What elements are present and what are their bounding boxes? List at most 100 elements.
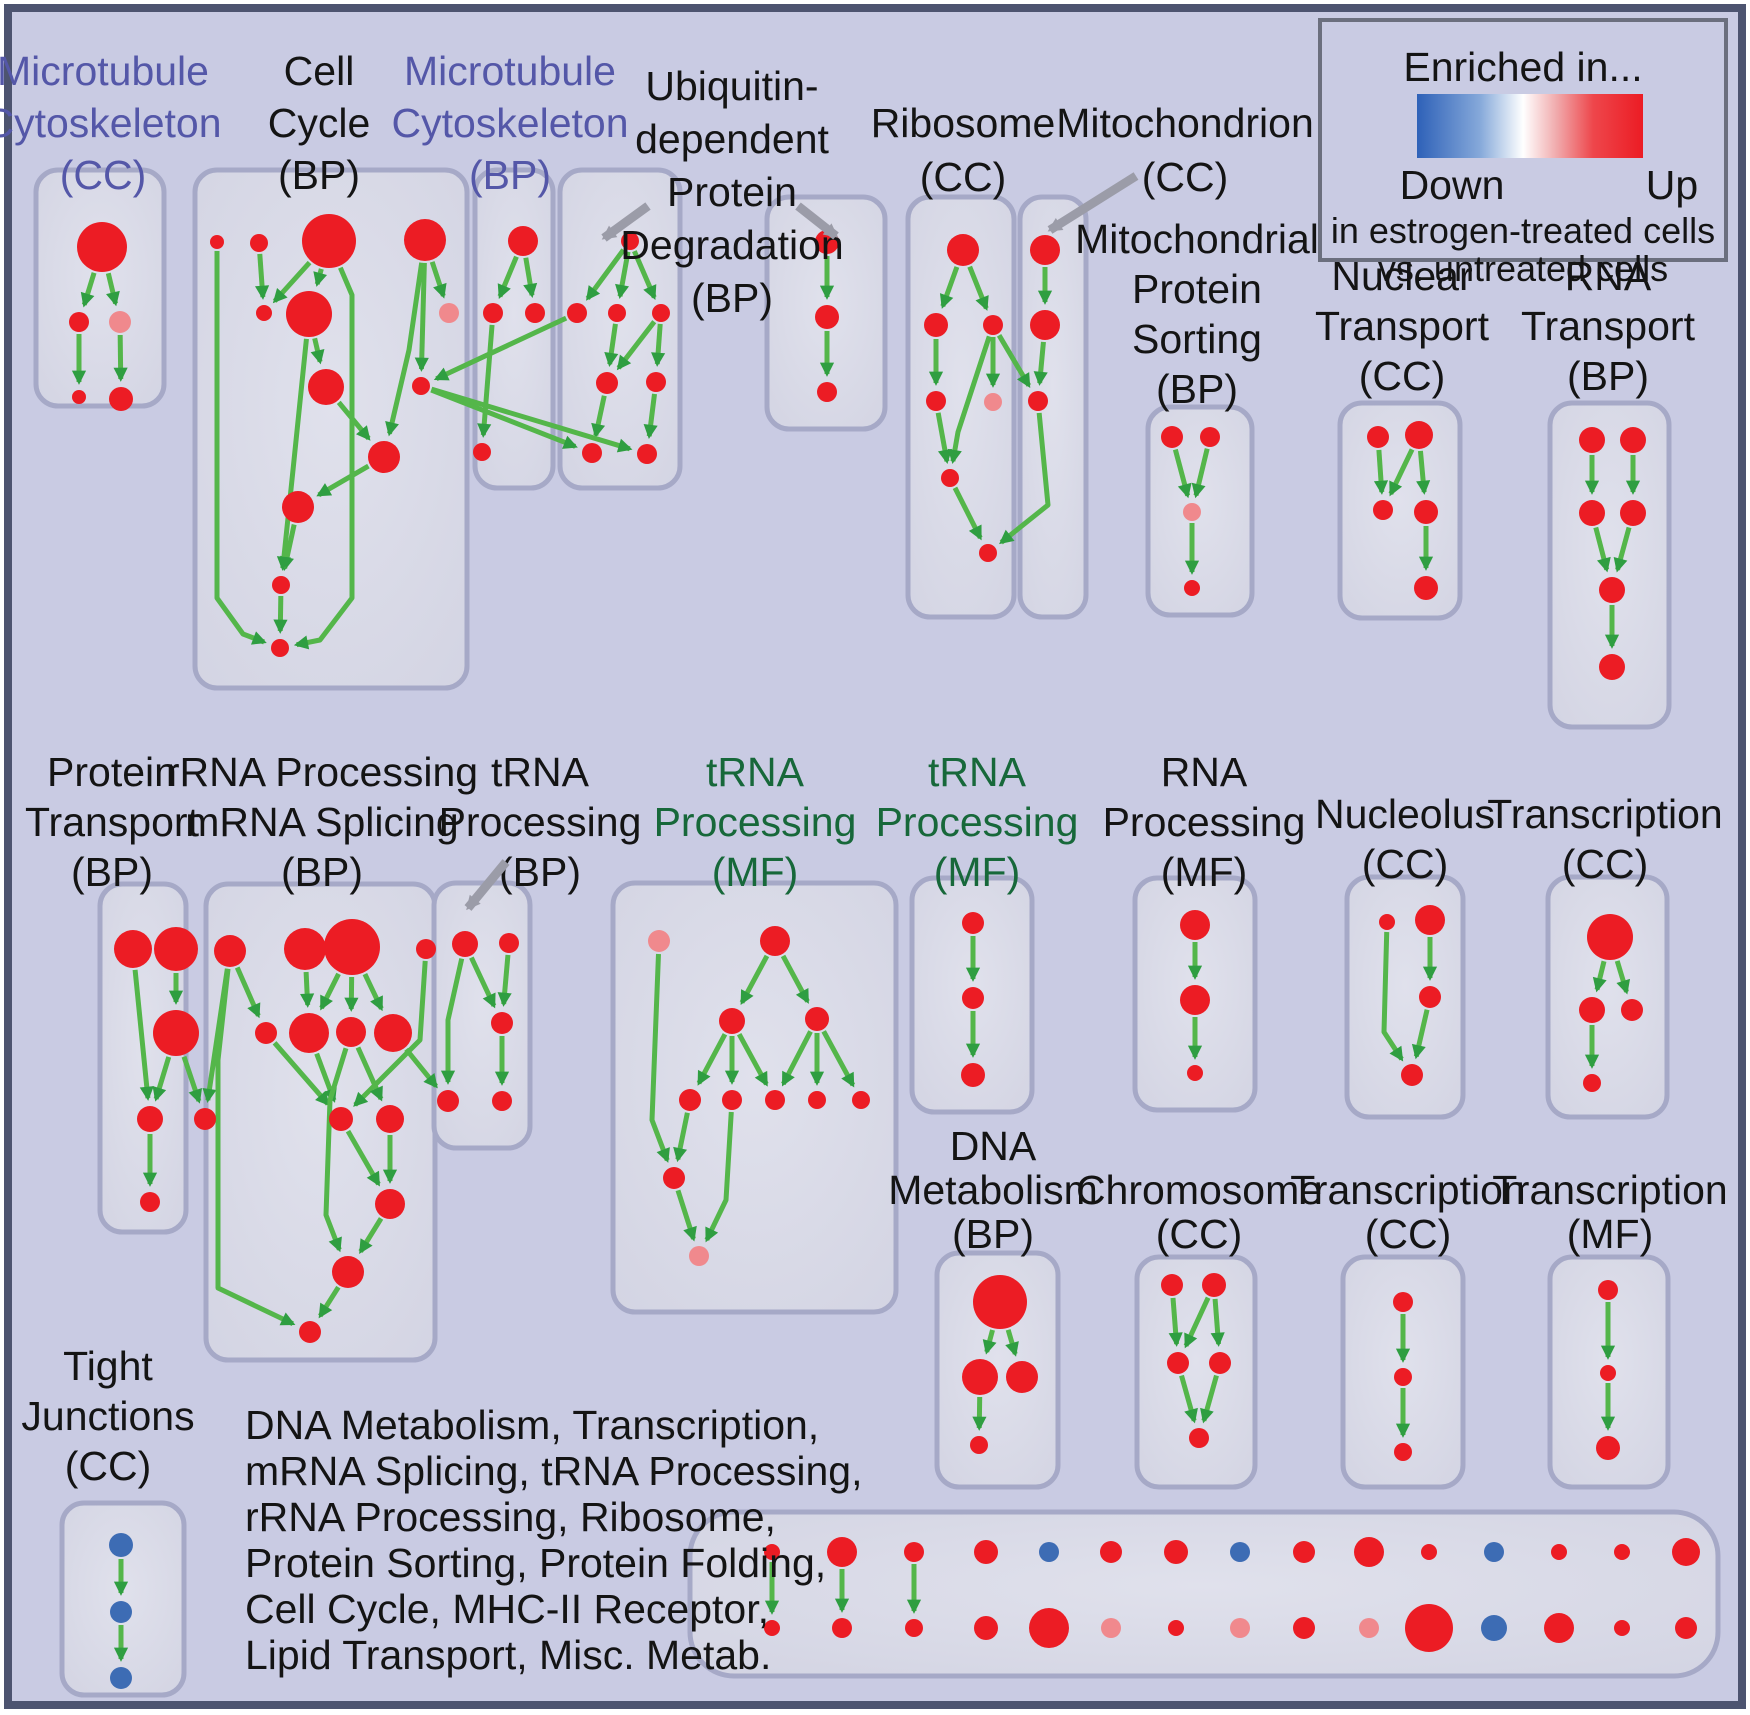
go-term-node (924, 313, 948, 337)
relation-edge-trna-processing-mf-large (649, 953, 670, 1163)
relation-edge-microtubule-cytoskeleton-bp (477, 324, 495, 438)
go-term-node (1030, 310, 1060, 340)
relation-edge-rrna-processing-mrna-splicing-bp (319, 972, 341, 1011)
go-term-node (1394, 1443, 1412, 1461)
misc-terms-line: rRNA Processing, Ribosome, (245, 1494, 776, 1540)
relation-edge-nuclear-transport-cc (1373, 449, 1389, 495)
go-term-node (1187, 1065, 1203, 1081)
go-term-node (648, 930, 670, 952)
go-term-node (332, 1256, 364, 1288)
relation-edge-microtubule-cytoskeleton-cc (80, 272, 97, 308)
go-term-node (1579, 500, 1605, 526)
go-term-node (1202, 1273, 1226, 1297)
relation-edge-microtubule-cytoskeleton-bp (497, 255, 519, 300)
go-term-node (962, 912, 984, 934)
relation-edge-dna-metabolism-bp (982, 1329, 997, 1355)
cross-cluster-edge (999, 412, 1051, 545)
go-term-node (1161, 1274, 1183, 1296)
go-term-node (1394, 1368, 1412, 1386)
go-term-node (1180, 910, 1210, 940)
go-term-node (984, 393, 1002, 411)
cluster-box-nucleolus-cc (1344, 874, 1466, 1120)
go-term-node (947, 234, 979, 266)
relation-edge-chromosome-cc (1168, 1297, 1183, 1347)
go-term-node (1167, 1352, 1189, 1374)
relation-edge-trna-processing-mf-large (704, 1111, 734, 1243)
go-term-node (962, 1359, 998, 1395)
cluster-label-nucleolus-cc: Nucleolus (CC) (1315, 791, 1495, 887)
go-term-node (1598, 1280, 1618, 1300)
go-term-node (1393, 1292, 1413, 1312)
go-term-node (250, 234, 268, 252)
relation-edge-trna-processing-mf-large (781, 1030, 813, 1087)
relation-edge-ubiquitin-degradation-box-a (651, 323, 666, 367)
go-term-node (302, 214, 356, 268)
relation-edge-nucleolus-cc (1411, 1009, 1430, 1060)
go-term-node (69, 312, 89, 332)
go-term-node (596, 372, 618, 394)
relation-edge-rrna-processing-mrna-splicing-bp (345, 1129, 381, 1187)
misc-terms-line: DNA Metabolism, Transcription, (245, 1402, 820, 1448)
go-term-node (308, 369, 344, 405)
relation-edge-rrna-processing-mrna-splicing-bp (234, 966, 261, 1019)
go-term-node (324, 919, 380, 975)
cluster-label-trna-processing-mf-large: tRNA Processing (MF) (654, 749, 857, 895)
cluster-label-transcription-cc: Transcription (CC) (1487, 791, 1722, 887)
relation-edge-rrna-processing-mrna-splicing-bp (358, 1217, 384, 1254)
go-term-node (375, 1189, 405, 1219)
go-term-node (1293, 1617, 1315, 1639)
go-term-node (329, 1107, 353, 1131)
relation-edge-chromosome-cc (1210, 1298, 1225, 1347)
relation-edge-trna-processing-mf-large (675, 1189, 697, 1242)
go-term-node (336, 1017, 366, 1047)
relation-edge-ribosome-cc (947, 335, 992, 465)
go-term-node (764, 1620, 780, 1636)
go-term-node (1596, 1436, 1620, 1460)
relation-edge-trna-processing-mf-large (821, 1030, 856, 1088)
go-term-node (255, 1022, 277, 1044)
go-term-node (1414, 500, 1438, 524)
go-term-node (974, 1616, 998, 1640)
go-term-node (1405, 1604, 1453, 1652)
go-term-node (492, 1091, 512, 1111)
go-term-node (272, 576, 290, 594)
cluster-label-cell-cycle-bp: Cell Cycle (BP) (268, 48, 371, 198)
annotation-arrow (464, 859, 510, 911)
go-term-node (374, 1014, 412, 1052)
misc-terms-line: Protein Sorting, Protein Folding, (245, 1540, 827, 1586)
relation-edge-cell-cycle-bp (429, 261, 447, 299)
cluster-label-trna-processing-mf-small: tRNA Processing (MF) (876, 749, 1079, 895)
legend-up-label: Up (1645, 162, 1699, 208)
go-term-node (210, 235, 224, 249)
go-term-node (1672, 1538, 1700, 1566)
go-term-node (508, 226, 538, 256)
go-term-node (621, 232, 639, 250)
relation-edge-ubiquitin-degradation-box-a (632, 250, 657, 300)
relation-edge-trna-processing-bp (440, 958, 465, 1085)
go-term-node (1354, 1537, 1384, 1567)
go-term-node (962, 987, 984, 1009)
go-term-node (368, 441, 400, 473)
relation-edge-ubiquitin-degradation-box-a (643, 393, 658, 439)
cross-cluster-edge (181, 1055, 203, 1104)
cluster-label-mitochondrial-protein-sorting-bp: Mitochondrial Protein Sorting (BP) (1075, 216, 1319, 412)
cross-cluster-edge (430, 386, 633, 453)
relation-edge-rrna-processing-mrna-splicing-bp (353, 960, 428, 1107)
go-term-node (646, 372, 666, 392)
legend-subtitle-2: vs. untreated cells (1377, 248, 1669, 289)
go-term-node (1100, 1541, 1122, 1563)
go-term-node (77, 222, 127, 272)
cross-cluster-edge (996, 334, 1031, 388)
relation-edge-cell-cycle-bp (272, 260, 312, 304)
go-term-node (1039, 1542, 1059, 1562)
relation-edge-trna-processing-bp (469, 956, 497, 1009)
annotation-arrow (601, 202, 651, 242)
relation-edge-cell-cycle-bp (316, 463, 370, 498)
go-term-node (1415, 905, 1445, 935)
go-term-node (805, 1007, 829, 1031)
go-term-node (1599, 654, 1625, 680)
go-term-node (979, 544, 997, 562)
cluster-box-dna-metabolism-bp (934, 1250, 1061, 1490)
relation-edge-cell-cycle-bp (414, 262, 429, 372)
